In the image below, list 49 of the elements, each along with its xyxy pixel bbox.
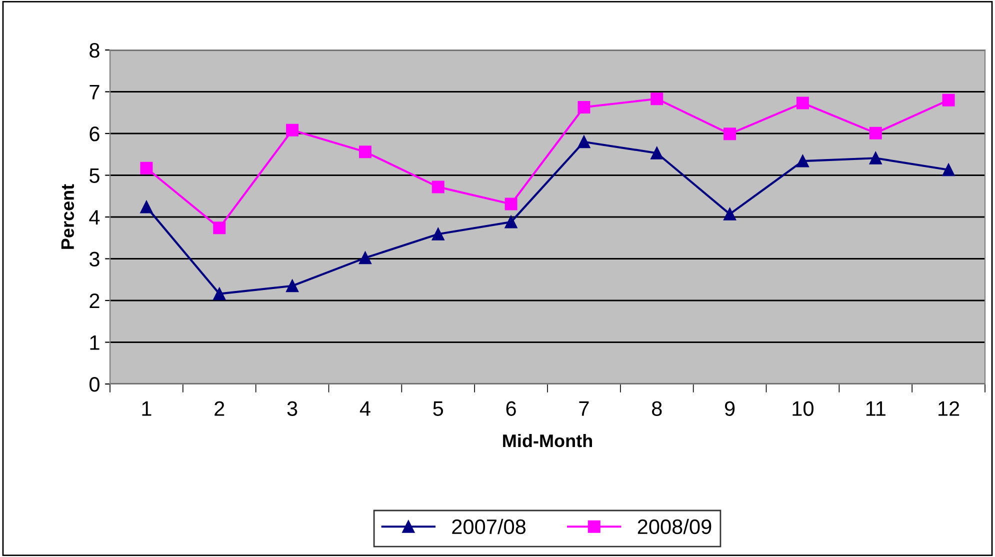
point: [942, 164, 955, 176]
y-tick-label: 1: [90, 335, 100, 350]
y-tick-label: 3: [89, 252, 100, 267]
x-tick-label: 10: [792, 401, 814, 416]
y-tick-label: 0: [90, 377, 100, 392]
x-axis-title: Mid-Month: [503, 434, 592, 448]
x-tick-label: 11: [866, 401, 886, 416]
legend-label: 2007/08: [452, 518, 526, 534]
x-tick-label: 1: [142, 401, 152, 416]
x-tick-label: 7: [579, 401, 589, 416]
legend-label: 2008/09: [638, 518, 712, 534]
point: [358, 146, 372, 158]
y-tick-label: 2: [90, 294, 100, 308]
point: [650, 146, 664, 160]
x-tick-label: 4: [360, 401, 370, 416]
x-tick-label: 5: [433, 401, 444, 416]
point: [796, 154, 809, 168]
x-tick-label: 8: [652, 401, 662, 416]
point: [578, 136, 590, 148]
point: [140, 200, 153, 214]
x-tick-label: 9: [724, 401, 735, 416]
point: [724, 208, 736, 220]
point: [650, 92, 664, 106]
point: [358, 252, 372, 264]
point: [213, 288, 226, 300]
point: [286, 280, 299, 292]
point: [869, 152, 882, 164]
x-tick-label: 6: [506, 401, 516, 416]
point: [286, 124, 299, 136]
point: [578, 100, 590, 114]
point: [869, 126, 882, 140]
x-tick-label: 2: [214, 401, 224, 416]
point: [432, 228, 444, 240]
x-tick-label: 12: [938, 401, 960, 416]
y-tick-label: 6: [90, 126, 100, 142]
point: [796, 96, 809, 110]
point: [504, 198, 518, 210]
point: [504, 216, 518, 228]
y-axis-title: Percent: [61, 184, 74, 249]
y-tick-label: 8: [90, 43, 100, 58]
y-tick-label: 5: [90, 168, 100, 184]
point: [942, 94, 955, 106]
point: [213, 222, 226, 234]
y-tick-label: 7: [90, 84, 100, 100]
point: [724, 128, 736, 140]
y-tick-label: 4: [89, 210, 100, 225]
point: [140, 162, 153, 174]
point: [432, 180, 444, 194]
x-tick-label: 3: [287, 401, 298, 416]
